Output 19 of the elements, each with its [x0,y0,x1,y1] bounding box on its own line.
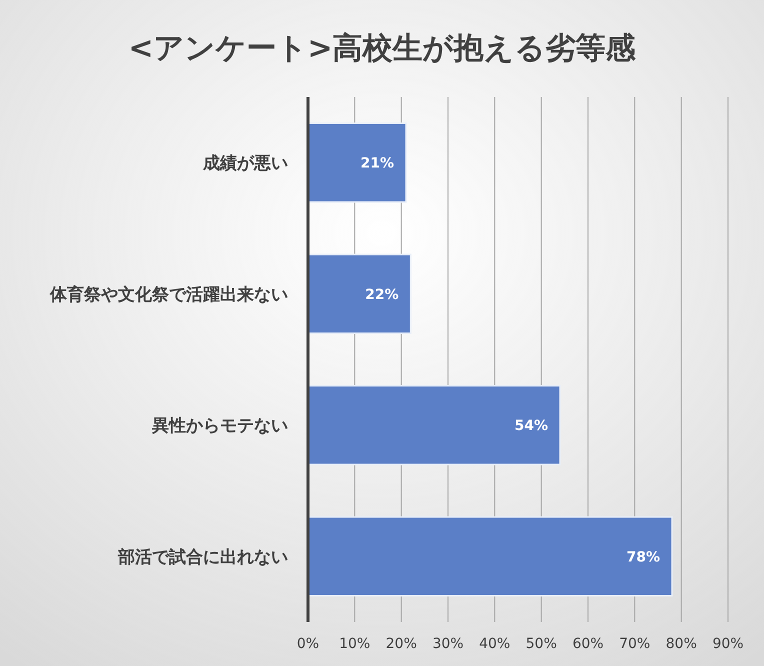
x-tick-label: 90% [712,636,744,652]
data-label: 78% [626,549,660,566]
data-label: 22% [365,286,399,303]
x-tick-label: 30% [432,636,464,652]
y-tick-label: 部活で試合に出れない [117,547,288,568]
data-label: 21% [360,156,394,172]
x-tick-label: 60% [572,636,604,652]
x-tick-label: 20% [386,636,417,652]
y-tick-label: 体育祭や文化祭で活躍出来ない [49,284,288,305]
data-label: 54% [514,418,548,434]
x-tick-label: 0% [296,636,320,652]
chart-title: <アンケート>高校生が抱える劣等感 [128,31,637,66]
x-tick-label: 50% [526,636,557,652]
x-tick-label: 70% [619,636,650,652]
y-tick-label: 異性からモテない [151,416,288,436]
x-tick-label: 40% [479,636,510,652]
x-tick-label: 80% [666,636,697,652]
y-tick-label: 成績が悪い [202,154,288,174]
x-tick-label: 10% [339,636,370,652]
